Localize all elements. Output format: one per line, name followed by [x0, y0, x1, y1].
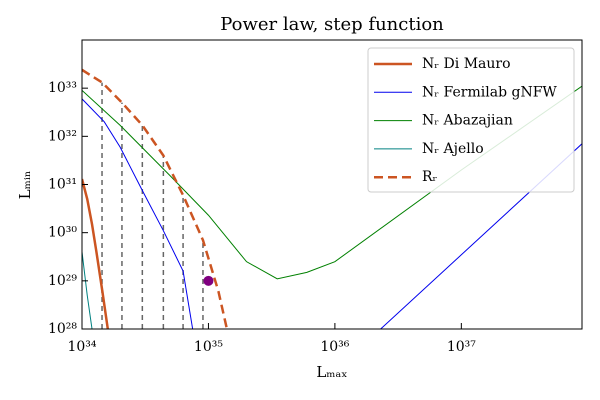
y-tick-label: 10³⁰: [48, 225, 77, 241]
legend-label: Nᵣ Di Mauro: [422, 56, 511, 72]
chart-title: Power law, step function: [220, 14, 444, 35]
x-tick-label: 10³⁷: [447, 339, 476, 355]
legend-label: Nᵣ Ajello: [422, 141, 484, 157]
x-tick-label: 10³⁴: [67, 339, 96, 355]
x-axis-label: Lₘₐₓ: [316, 363, 347, 381]
y-tick-label: 10²⁸: [48, 321, 77, 337]
legend: Nᵣ Di Mauro Nᵣ Fermilab gNFW Nᵣ Abazajian N…: [367, 47, 575, 193]
legend-label: Nᵣ Abazajian: [422, 113, 513, 129]
legend-box: [367, 47, 575, 193]
y-tick-label: 10³¹: [48, 177, 77, 193]
series-line: [82, 68, 229, 329]
legend-label: Rᵣ: [422, 169, 438, 185]
legend-label: Nᵣ Fermilab gNFW: [422, 84, 557, 100]
y-axis-label: Lₘᵢₙ: [16, 171, 34, 200]
series-line: [82, 251, 93, 329]
x-tick-label: 10³⁶: [320, 339, 349, 355]
x-tick-label: 10³⁵: [194, 339, 223, 355]
marker-point: [203, 275, 214, 286]
y-tick-label: 10³³: [48, 80, 77, 96]
series-line: [82, 85, 582, 280]
y-tick-label: 10³²: [48, 128, 77, 144]
series-line: [82, 178, 110, 329]
y-tick-label: 10²⁹: [48, 273, 77, 289]
